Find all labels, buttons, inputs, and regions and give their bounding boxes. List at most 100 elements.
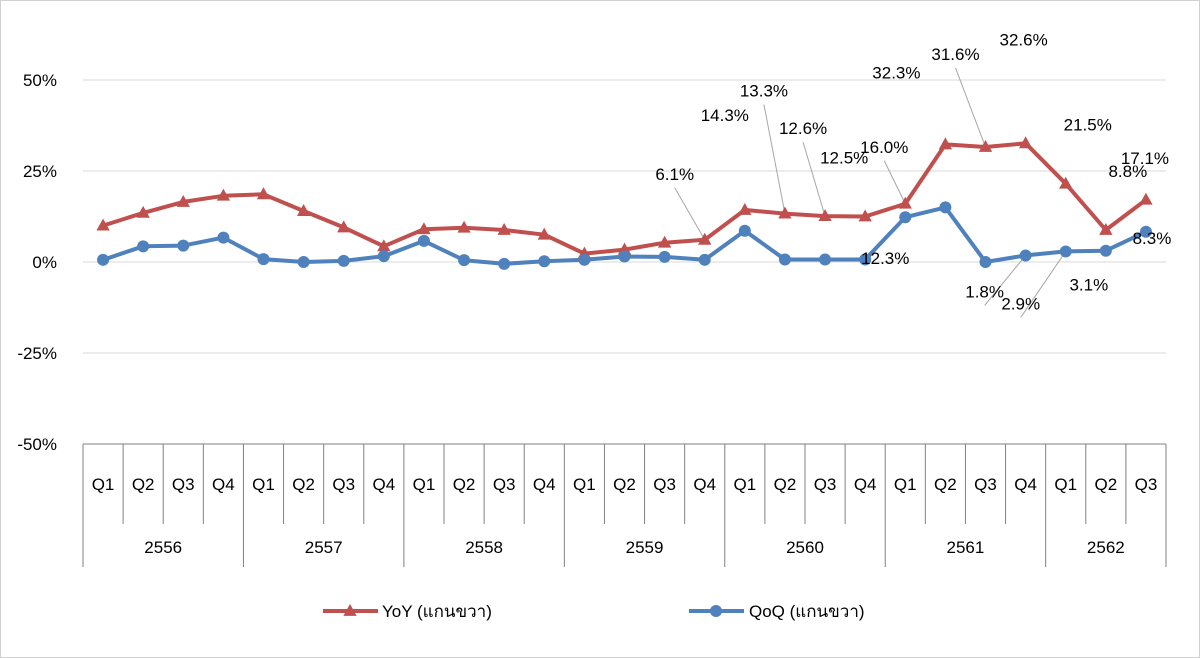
quarter-label: Q4 — [854, 475, 877, 494]
year-label: 2560 — [786, 538, 824, 557]
qoq-marker — [778, 253, 791, 266]
data-label: 12.6% — [779, 119, 827, 138]
qoq-marker — [297, 256, 310, 268]
data-label: 31.6% — [931, 45, 979, 64]
data-label: 1.8% — [965, 282, 1004, 301]
data-labels: 6.1% 14.3% 13.3% 12.6% 12.5%16.0% 32.3% 31.6% 3… — [655, 30, 1171, 313]
series-markers — [96, 136, 1153, 270]
quarter-label: Q1 — [252, 475, 275, 494]
leader-line — [984, 255, 1026, 306]
qoq-marker — [819, 253, 832, 266]
quarter-label: Q2 — [613, 475, 636, 494]
yoy-marker — [898, 196, 912, 209]
qoq-marker — [498, 257, 511, 270]
yoy-marker — [457, 220, 471, 233]
yoy-marker — [858, 209, 872, 222]
legend-yoy-marker — [343, 604, 357, 616]
y-tick-label: 50% — [23, 71, 57, 90]
leader-line — [883, 160, 906, 204]
leader-line — [955, 67, 986, 148]
qoq-marker — [698, 253, 711, 266]
data-label: 12.5% — [820, 149, 868, 168]
quarter-label: Q3 — [493, 475, 516, 494]
qoq-marker — [257, 253, 270, 266]
yoy-marker — [497, 222, 511, 235]
yoy-marker — [738, 202, 752, 215]
yoy-marker — [698, 232, 712, 245]
legend-qoq-marker — [710, 605, 722, 617]
yoy-marker — [537, 227, 551, 240]
leader-line — [674, 187, 706, 241]
quarter-label: Q3 — [653, 475, 676, 494]
quarter-label: Q3 — [172, 475, 195, 494]
quarter-label: Q2 — [453, 475, 476, 494]
year-label: 2559 — [626, 538, 664, 557]
quarter-label: Q1 — [1054, 475, 1077, 494]
data-label: 12.3% — [861, 249, 909, 268]
y-tick-label: -50% — [17, 435, 57, 454]
yoy-marker — [778, 206, 792, 219]
legend: YoY (แกนขวา) QoQ (แกนขวา) — [323, 602, 865, 621]
data-label: 14.3% — [701, 106, 749, 125]
qoq-marker — [618, 250, 631, 263]
category-axis: Q1 Q2 Q3 Q4 Q1 Q2 Q3 Q4 Q1 Q2 Q3 Q4 Q1 Q2 Q3 Q4 Q1 Q2 Q3 Q4… — [82, 443, 1167, 567]
qoq-marker — [458, 254, 471, 267]
yoy-marker — [1139, 192, 1153, 205]
yoy-marker — [176, 194, 190, 207]
yoy-marker — [136, 205, 150, 218]
leader-line — [1020, 251, 1067, 318]
yoy-marker — [256, 187, 271, 200]
qoq-marker — [417, 234, 430, 247]
quarter-label: Q1 — [92, 475, 115, 494]
quarter-label: Q3 — [1135, 475, 1158, 494]
data-label: 17.1% — [1121, 149, 1169, 168]
yoy-marker — [377, 239, 391, 252]
leader-line — [763, 104, 786, 214]
yoy-marker — [1099, 222, 1113, 235]
legend-yoy-label: YoY (แกนขวา) — [382, 602, 492, 621]
y-tick-label: 25% — [23, 162, 57, 181]
quarter-label: Q2 — [292, 475, 315, 494]
quarter-label: Q3 — [974, 475, 997, 494]
yoy-marker — [938, 137, 953, 150]
qoq-marker — [377, 250, 390, 263]
yoy-marker — [818, 209, 832, 222]
quarter-label: Q1 — [894, 475, 917, 494]
year-label: 2562 — [1087, 538, 1125, 557]
y-tick-label: -25% — [17, 344, 57, 363]
quarter-label: Q3 — [814, 475, 837, 494]
data-label: 21.5% — [1064, 116, 1112, 135]
y-axis-ticks: 50% 25% 0% -25% -50% — [17, 71, 57, 454]
data-label: 2.9% — [1001, 294, 1040, 313]
legend-item-yoy: YoY (แกนขวา) — [323, 602, 492, 621]
yoy-marker — [1059, 176, 1073, 189]
data-label: 13.3% — [740, 82, 788, 101]
y-tick-label: 0% — [32, 253, 57, 272]
data-label: 6.1% — [655, 165, 694, 184]
qoq-marker — [1059, 245, 1072, 258]
qoq-marker — [658, 250, 671, 263]
quarter-label: Q1 — [733, 475, 756, 494]
qoq-marker — [177, 239, 190, 252]
qoq-marker — [939, 201, 952, 214]
quarter-label: Q4 — [693, 475, 716, 494]
qoq-marker — [97, 253, 110, 266]
yoy-marker — [337, 220, 351, 233]
yoy-marker — [657, 235, 672, 248]
quarter-label: Q2 — [934, 475, 957, 494]
data-label: 16.0% — [860, 138, 908, 157]
qoq-marker — [578, 253, 591, 266]
data-label: 32.3% — [872, 63, 920, 82]
qoq-marker — [979, 256, 992, 268]
quarter-label: Q3 — [332, 475, 355, 494]
quarter-label: Q4 — [212, 475, 235, 494]
yoy-marker — [978, 139, 993, 152]
leader-line — [802, 141, 826, 217]
year-label: 2557 — [305, 538, 343, 557]
leader-lines — [674, 67, 1067, 318]
qoq-marker — [1139, 225, 1152, 238]
yoy-marker — [296, 204, 311, 216]
quarter-label: Q4 — [1014, 475, 1037, 494]
